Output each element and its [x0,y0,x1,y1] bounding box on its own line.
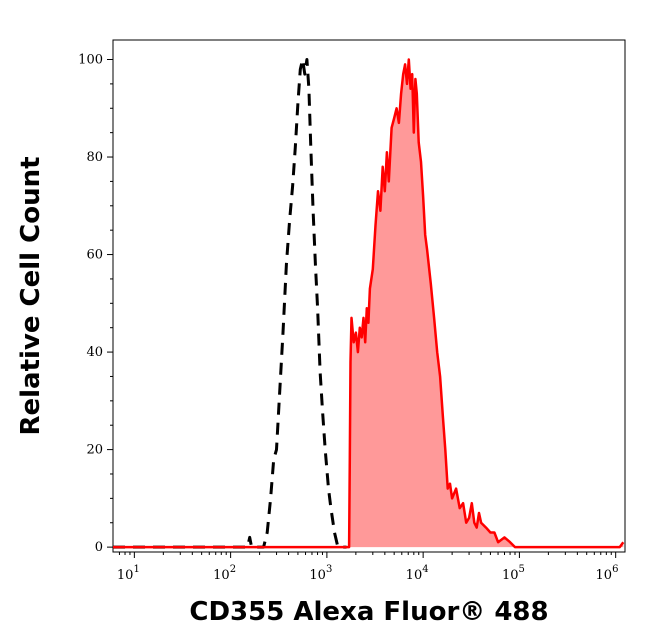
y-tick-label: 0 [95,540,103,555]
x-tick-exponent: 2 [230,564,236,575]
histogram-outline-control [113,58,347,549]
x-tick-label: 105 [502,564,525,583]
y-tick-label: 60 [86,248,103,263]
x-tick-label: 104 [406,564,429,583]
x-tick-exponent: 4 [422,564,428,575]
y-tick-label: 40 [86,345,103,360]
x-tick-label: 102 [213,564,236,583]
x-tick-label: 106 [596,564,619,583]
histogram-area-fill [113,59,624,548]
y-axis-ticks: 0 20 40 60 80 100 [78,53,113,555]
y-tick-label: 80 [86,150,103,165]
y-tick-label: 100 [78,53,103,68]
x-tick-label: 103 [309,564,332,583]
series-layer [113,58,625,549]
plot-frame [112,39,626,553]
x-tick-exponent: 5 [518,564,524,575]
x-tick-exponent: 3 [326,564,332,575]
y-tick-label: 20 [86,443,103,458]
histogram-outline-stained [113,58,625,549]
y-axis-title: Relative Cell Count [16,156,46,435]
x-axis-ticks: 101 102 103 104 105 106 [117,552,619,583]
x-axis-title: CD355 Alexa Fluor® 488 [189,597,548,627]
x-tick-label: 101 [117,564,140,583]
x-tick-exponent: 1 [133,564,139,575]
x-tick-exponent: 6 [612,564,618,575]
